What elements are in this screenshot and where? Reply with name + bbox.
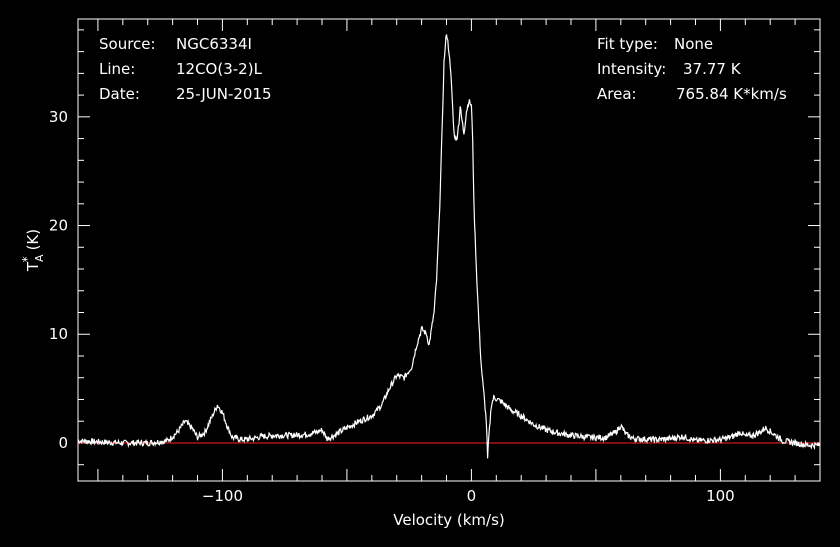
area-value: 765.84 K*km/s [676, 85, 787, 103]
source-label: Source: [99, 35, 156, 53]
source-value: NGC6334I [176, 35, 252, 53]
spectrum-line [77, 34, 821, 459]
fit-type-value: None [674, 35, 714, 53]
x-tick-label: −100 [202, 487, 243, 505]
line-value: 12CO(3-2)L [176, 60, 262, 78]
intensity-label: Intensity: [597, 60, 667, 78]
y-axis-label-unit: (K) [24, 229, 42, 251]
y-axis-label-main: T [24, 261, 42, 272]
y-tick-label: 20 [49, 217, 68, 235]
date-label: Date: [99, 85, 140, 103]
y-tick-label: 0 [58, 434, 68, 452]
date-value: 25-JUN-2015 [176, 85, 272, 103]
axis-tick-labels: −100 0 100 0 10 20 30 [49, 108, 735, 505]
y-axis-label-sup: * [20, 256, 34, 262]
y-axis-label: TA* (K) [20, 229, 46, 272]
x-axis-label: Velocity (km/s) [393, 511, 504, 529]
x-tick-label: 100 [706, 487, 735, 505]
y-tick-label: 10 [49, 325, 68, 343]
fit-type-label: Fit type: [597, 35, 658, 53]
y-tick-label: 30 [49, 108, 68, 126]
intensity-value: 37.77 K [683, 60, 741, 78]
axis-ticks [78, 19, 821, 481]
x-tick-label: 0 [467, 487, 477, 505]
plot-frame [77, 18, 821, 482]
y-axis-label-sub: A [33, 254, 46, 262]
line-label: Line: [99, 60, 136, 78]
area-label: Area: [597, 85, 637, 103]
